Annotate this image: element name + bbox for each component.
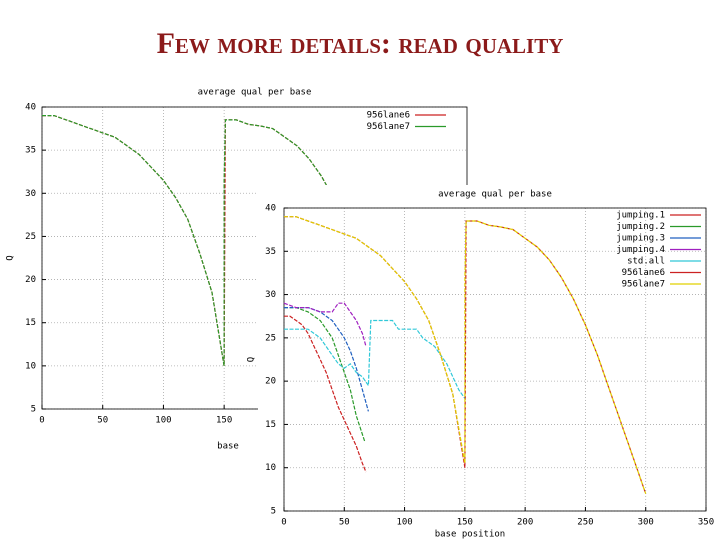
y-tick-label: 15 — [25, 318, 36, 328]
chart-background — [258, 185, 720, 540]
x-tick-label: 250 — [577, 518, 593, 528]
x-tick-label: 0 — [281, 518, 286, 528]
y-tick-label: 5 — [271, 507, 276, 517]
x-tick-label: 50 — [339, 518, 350, 528]
series-line — [284, 315, 367, 473]
y-tick-label: 40 — [25, 103, 36, 113]
legend-label: 956lane6 — [622, 268, 665, 278]
x-axis-label: base position — [435, 530, 505, 540]
x-tick-label: 50 — [97, 416, 108, 426]
chart: 5 10 15 20 25 30 35 40 0 50 100 150 200 250 300 350 aver… — [247, 185, 720, 540]
legend-label: std.all — [627, 257, 665, 267]
y-tick-label: 30 — [25, 189, 36, 199]
y-axis-label: Q — [247, 357, 257, 362]
x-tick-label: 0 — [39, 416, 44, 426]
x-tick-label: 200 — [517, 518, 533, 528]
x-axis-label: base — [217, 442, 239, 452]
plot-frame — [283, 207, 707, 512]
legend-label: jumping.3 — [616, 234, 665, 244]
legend-label: jumping.2 — [616, 222, 665, 232]
y-axis-label: Q — [6, 255, 16, 260]
legend-label: 956lane6 — [367, 111, 410, 121]
y-tick-label: 30 — [265, 290, 276, 300]
legend-label: 956lane7 — [622, 280, 665, 290]
legend-label: 956lane7 — [367, 122, 410, 132]
y-tick-label: 20 — [265, 377, 276, 387]
slide-title: Few more details: read quality — [157, 27, 564, 60]
y-tick-label: 35 — [25, 146, 36, 156]
chart-title: average qual per base — [438, 190, 552, 200]
series-line — [284, 319, 466, 399]
y-tick-label: 20 — [25, 275, 36, 285]
x-tick-label: 100 — [396, 518, 412, 528]
y-tick-label: 40 — [265, 204, 276, 214]
y-tick-label: 35 — [265, 247, 276, 257]
x-tick-label: 350 — [698, 518, 714, 528]
x-tick-label: 300 — [638, 518, 654, 528]
series-line — [284, 307, 366, 442]
series-line — [284, 216, 647, 494]
y-tick-label: 25 — [25, 232, 36, 242]
y-tick-label: 10 — [25, 361, 36, 371]
x-tick-label: 150 — [457, 518, 473, 528]
y-tick-label: 5 — [31, 405, 36, 415]
x-tick-label: 150 — [216, 416, 232, 426]
legend-label: jumping.1 — [616, 211, 665, 221]
y-tick-label: 25 — [265, 333, 276, 343]
legend-label: jumping.4 — [616, 245, 665, 255]
y-tick-label: 10 — [265, 463, 276, 473]
chart-title: average qual per base — [198, 88, 312, 98]
y-tick-label: 15 — [265, 420, 276, 430]
x-tick-label: 100 — [155, 416, 171, 426]
